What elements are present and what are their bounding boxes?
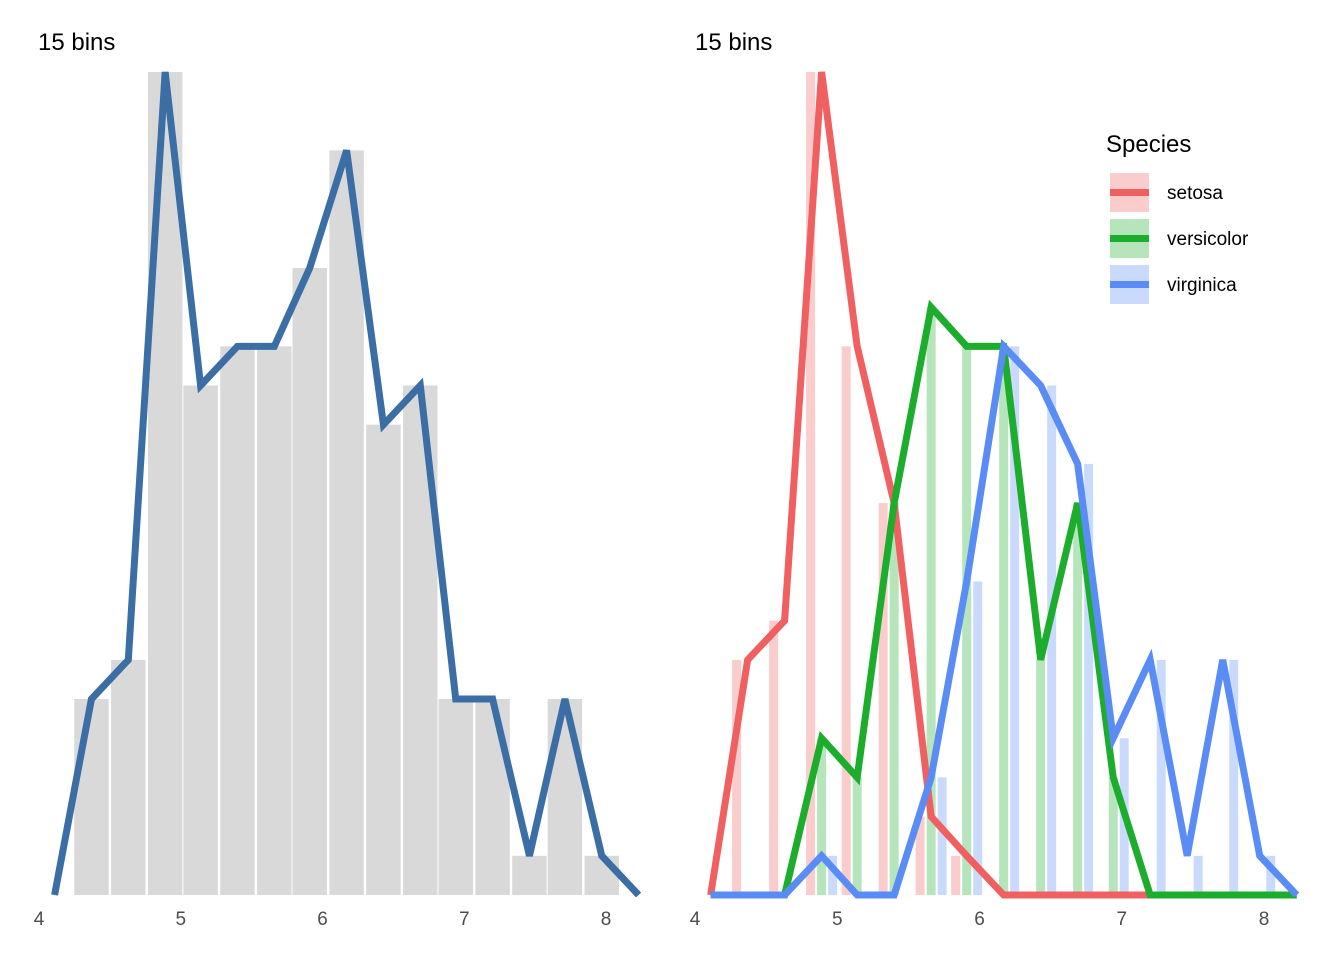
x-tick-label: 7 bbox=[1116, 909, 1127, 930]
frequency-polygon-line bbox=[51, 71, 642, 898]
species-bar-versicolor bbox=[817, 738, 827, 895]
histogram-bar bbox=[292, 267, 327, 895]
histogram-bar bbox=[438, 699, 473, 895]
species-bar-virginica bbox=[1156, 659, 1166, 895]
x-tick-label: 5 bbox=[832, 909, 843, 930]
species-bar-setosa bbox=[951, 855, 961, 895]
species-bar-virginica bbox=[1010, 346, 1020, 895]
histogram-bar bbox=[183, 385, 218, 895]
legend: Species setosa versicolor virginica bbox=[1106, 131, 1249, 304]
species-bars bbox=[732, 72, 1276, 896]
species-polygons bbox=[707, 71, 1300, 899]
legend-label-versicolor: versicolor bbox=[1167, 229, 1249, 250]
species-bar-versicolor bbox=[1036, 659, 1046, 895]
legend-title: Species bbox=[1106, 131, 1191, 158]
species-bar-versicolor bbox=[1073, 503, 1083, 895]
histogram-bar bbox=[329, 150, 364, 895]
x-tick-label: 5 bbox=[175, 909, 186, 930]
species-bar-versicolor bbox=[889, 503, 899, 895]
x-tick-label: 4 bbox=[34, 909, 45, 930]
species-bar-virginica bbox=[1047, 385, 1057, 895]
species-bar-virginica bbox=[973, 581, 983, 895]
histogram-bar bbox=[475, 699, 510, 895]
x-tick-label: 6 bbox=[317, 909, 328, 930]
legend-label-virginica: virginica bbox=[1167, 275, 1237, 296]
polygon-line-virginica bbox=[710, 338, 1300, 899]
histogram-bar bbox=[74, 699, 109, 895]
x-tick-label: 8 bbox=[601, 909, 612, 930]
species-bar-versicolor bbox=[999, 346, 1009, 895]
histogram-bar bbox=[111, 659, 146, 895]
histogram-bar bbox=[547, 699, 583, 895]
species-bar-versicolor bbox=[1108, 777, 1118, 895]
species-bar-setosa bbox=[769, 620, 779, 895]
x-axis-ticks-right: 4 5 6 7 8 bbox=[690, 909, 1270, 930]
histogram-bars bbox=[74, 72, 619, 895]
species-bar-virginica bbox=[1229, 659, 1239, 895]
species-bar-setosa bbox=[732, 659, 742, 895]
x-tick-label: 4 bbox=[690, 909, 701, 930]
legend-label-setosa: setosa bbox=[1167, 183, 1223, 204]
legend-items: setosa versicolor virginica bbox=[1110, 173, 1249, 304]
frequency-polygon bbox=[51, 71, 642, 898]
species-bar-setosa bbox=[841, 346, 851, 895]
panel-title-right: 15 bins bbox=[695, 29, 772, 56]
species-bar-versicolor bbox=[926, 307, 936, 896]
x-tick-label: 8 bbox=[1259, 909, 1270, 930]
species-bar-versicolor bbox=[962, 346, 972, 895]
species-bar-versicolor bbox=[852, 777, 862, 895]
species-bar-virginica bbox=[1084, 463, 1094, 895]
histogram-panel-all: 15 bins 4 5 6 7 8 bbox=[34, 29, 642, 930]
histogram-bar bbox=[512, 855, 547, 895]
species-bar-setosa bbox=[915, 816, 925, 895]
histogram-bar bbox=[220, 346, 255, 895]
x-tick-label: 6 bbox=[974, 909, 985, 930]
histogram-bar bbox=[366, 424, 401, 895]
species-bar-setosa bbox=[878, 503, 888, 895]
species-bar-virginica bbox=[828, 855, 838, 895]
histogram-bar bbox=[584, 855, 619, 895]
x-tick-label: 7 bbox=[459, 909, 470, 930]
x-axis-ticks-left: 4 5 6 7 8 bbox=[34, 909, 612, 930]
histogram-bar bbox=[257, 346, 292, 895]
species-bar-virginica bbox=[1266, 855, 1276, 895]
histogram-panel-species: 15 bins 4 5 6 7 8 bbox=[690, 29, 1300, 930]
species-bar-virginica bbox=[937, 777, 947, 895]
species-bar-setosa bbox=[806, 72, 816, 895]
species-bar-virginica bbox=[1193, 855, 1203, 895]
panel-title-left: 15 bins bbox=[38, 29, 115, 56]
